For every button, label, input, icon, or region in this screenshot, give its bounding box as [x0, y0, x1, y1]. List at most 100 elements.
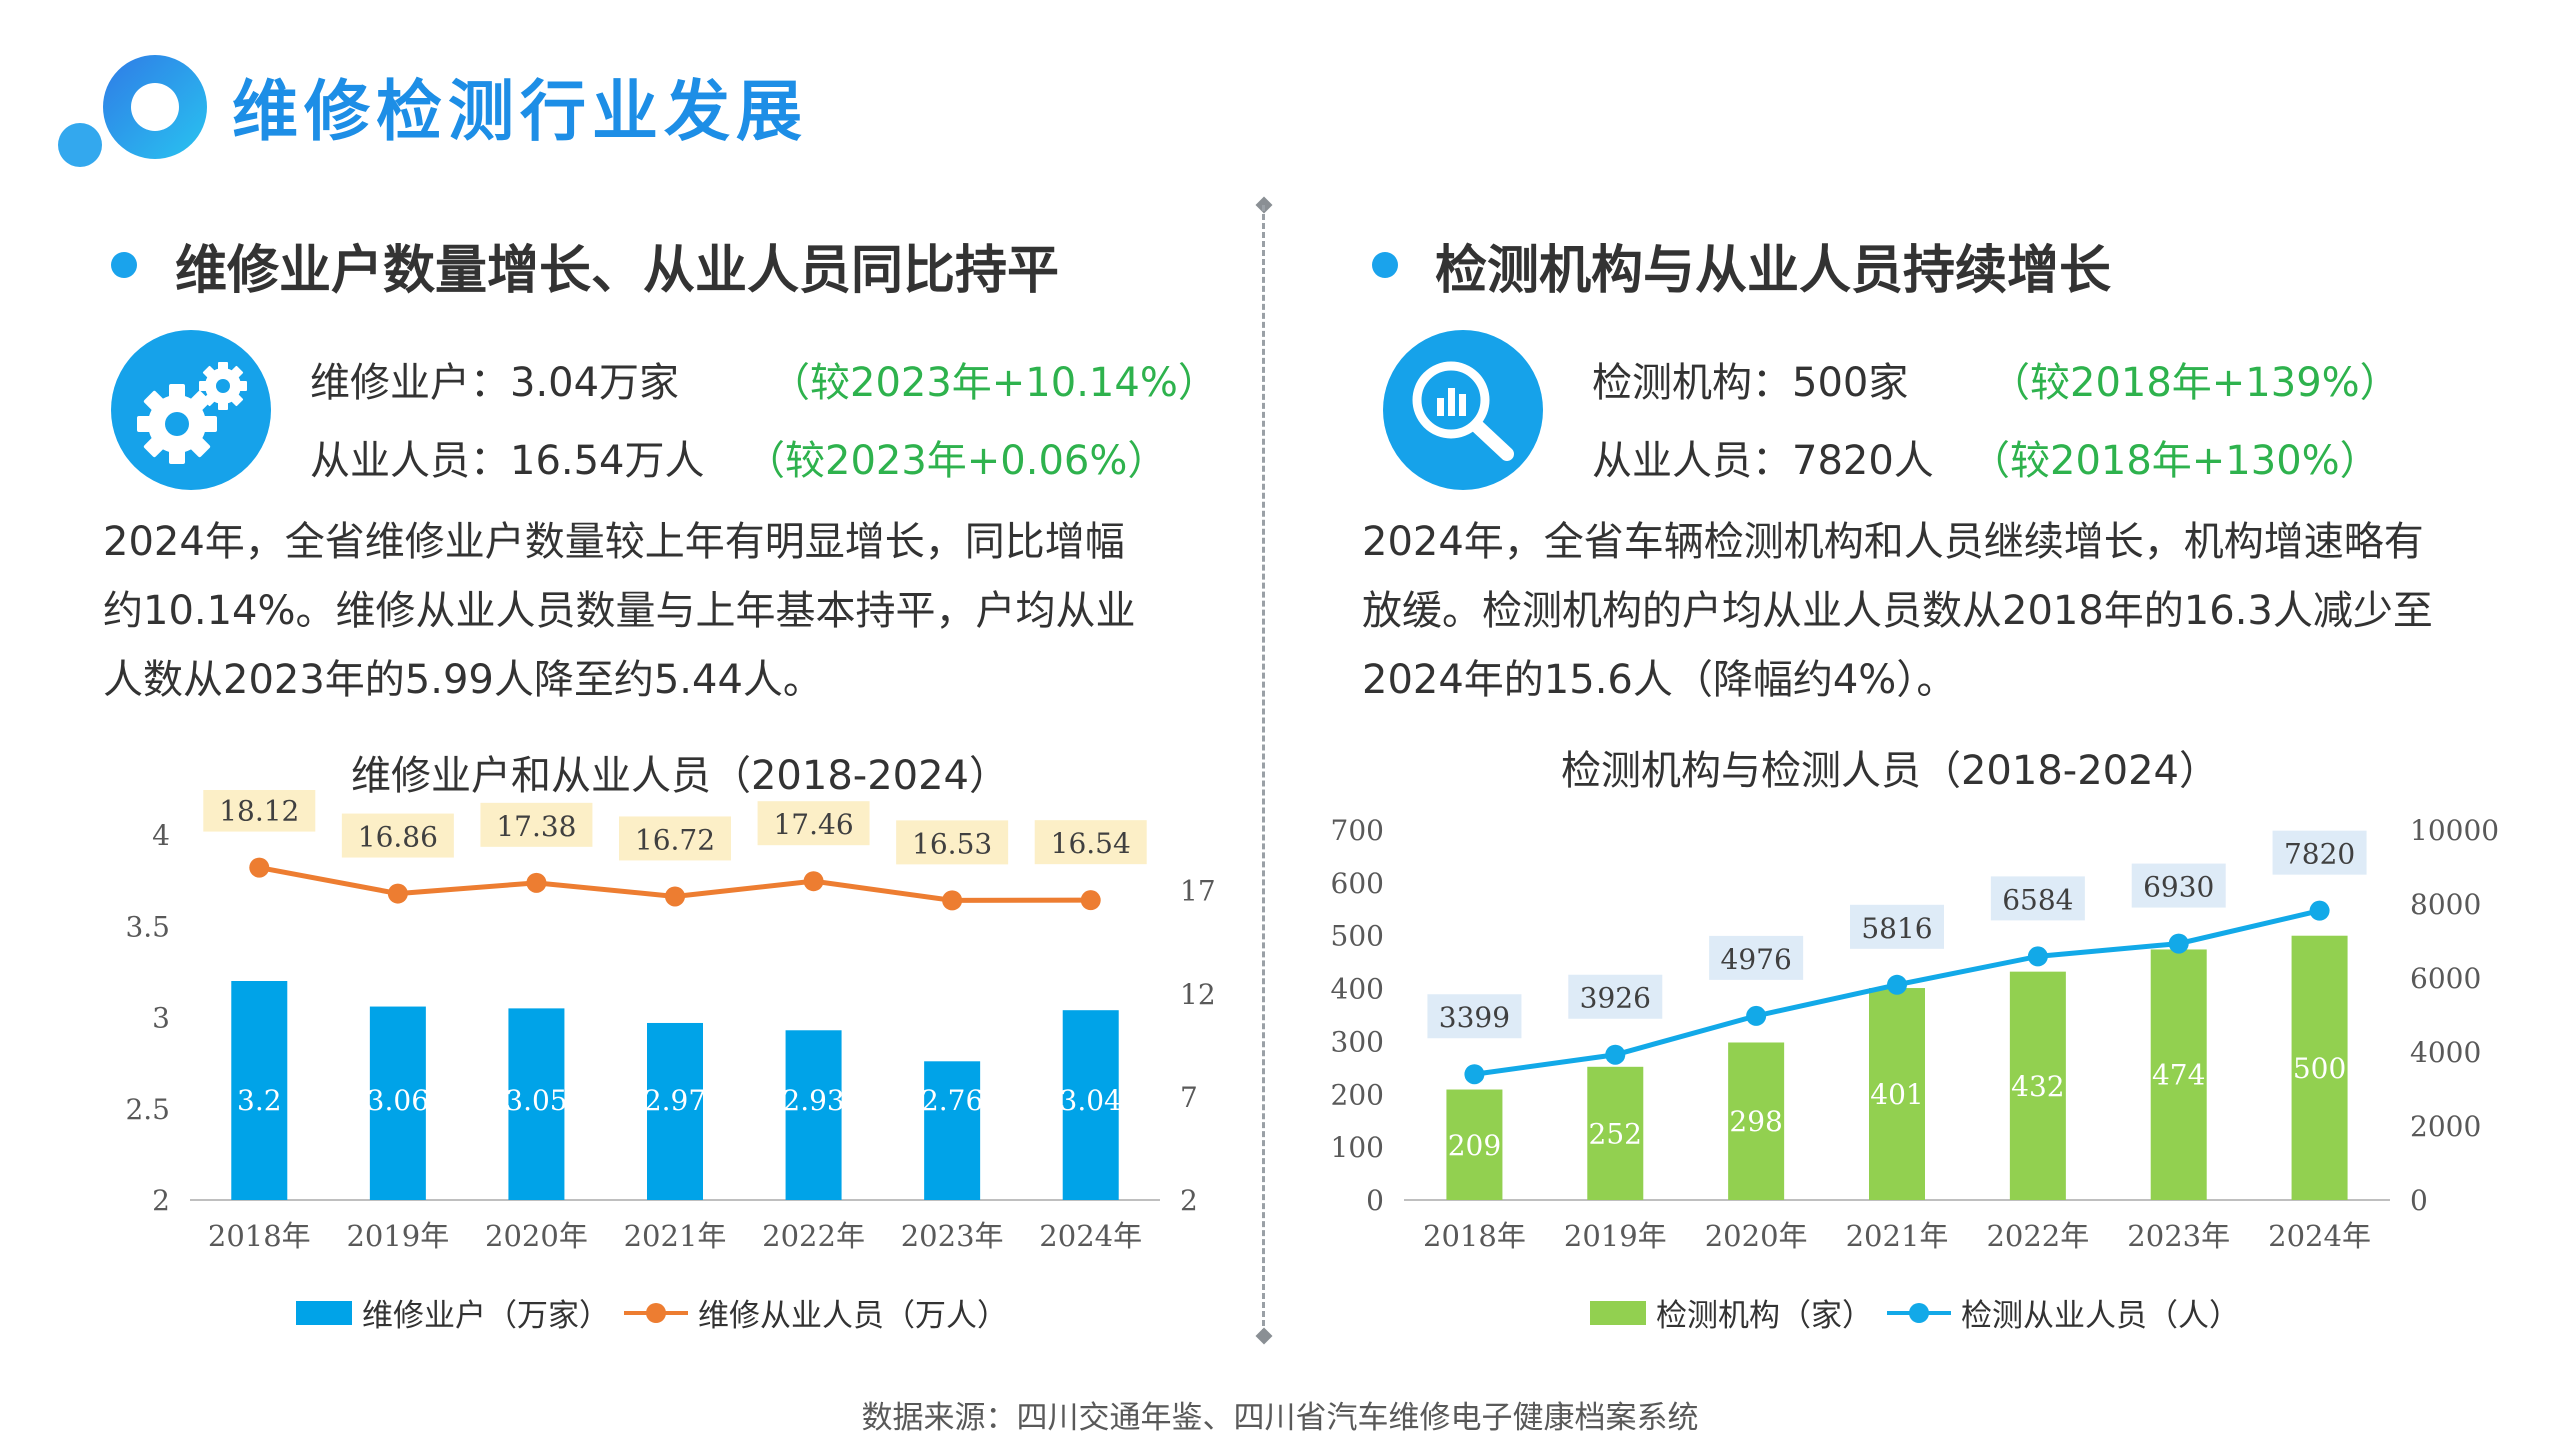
line-data-label: 16.54 — [1051, 827, 1131, 860]
bar — [231, 981, 288, 1200]
y-right-tick-label: 10000 — [2410, 814, 2499, 847]
line-label-background — [341, 813, 454, 858]
page-title: 维修检测行业发展 — [232, 73, 808, 150]
bar — [1446, 1089, 1503, 1200]
y-left-tick-label: 500 — [1331, 920, 1384, 953]
line-label-background — [1568, 974, 1663, 1019]
brand-logo — [58, 55, 207, 167]
line-point — [1464, 1064, 1485, 1085]
section-bullet — [1372, 252, 1398, 278]
bar — [647, 1022, 703, 1200]
bar — [1869, 988, 1925, 1200]
left-paragraph: 2024年，全省维修业户数量较上年有明显增长，同比增幅 约10.14%。维修从业… — [103, 508, 1136, 715]
line-point — [665, 886, 685, 907]
bar — [2009, 971, 2066, 1200]
line-label-background — [2131, 863, 2226, 908]
bar-data-label: 252 — [1589, 1117, 1642, 1150]
bar-data-label: 3.2 — [237, 1084, 282, 1117]
line-label-background — [1850, 904, 1944, 949]
x-tick-label: 2018年 — [1423, 1219, 1526, 1253]
right-stat-staff-change: （较2018年+130%） — [1970, 438, 2380, 484]
y-left-tick-label: 2 — [152, 1184, 170, 1217]
right-stat-institutions-change: （较2018年+139%） — [1990, 360, 2400, 406]
line-label-background — [1990, 876, 2085, 921]
line-point — [2027, 946, 2048, 967]
right-stat-institutions: 检测机构：500家 — [1592, 360, 1909, 406]
right-paragraph: 2024年，全省车辆检测机构和人员继续增长，机构增速略有 放缓。检测机构的户均从… — [1362, 508, 2433, 715]
legend-line-swatch — [1887, 1302, 1951, 1323]
y-left-tick-label: 200 — [1331, 1078, 1384, 1111]
y-right-tick-label: 0 — [2410, 1184, 2428, 1217]
data-source-note: 数据来源：四川交通年鉴、四川省汽车维修电子健康档案系统 — [861, 1400, 1699, 1436]
x-tick-label: 2019年 — [1564, 1219, 1667, 1253]
y-right-tick-label: 2000 — [2410, 1110, 2481, 1143]
left-stat-households: 维修业户：3.04万家 — [310, 360, 680, 406]
line-label-background — [1427, 994, 1522, 1039]
line-label-background — [203, 790, 316, 832]
right-chart-legend: 检测机构（家） 检测从业人员（人） — [1590, 1290, 2240, 1335]
bar-data-label: 500 — [2293, 1052, 2346, 1085]
divider-bottom-diamond — [1255, 1327, 1273, 1345]
line-label-background — [896, 820, 1009, 865]
y-right-tick-label: 7 — [1180, 1081, 1198, 1114]
left-section-title: 维修业户数量增长、从业人员同比持平 — [175, 241, 1060, 301]
legend-bar-swatch — [1590, 1300, 1646, 1325]
left-chart-title: 维修业户和从业人员（2018-2024） — [350, 753, 1010, 799]
right-chart: 0 100 200 300 400 500 600 700 0 2000 4000 6000 8000 1… — [1331, 814, 2500, 1253]
y-left-tick-label: 3.5 — [125, 910, 170, 943]
y-right-tick-label: 4000 — [2410, 1036, 2481, 1069]
x-tick-label: 2024年 — [1039, 1219, 1142, 1253]
bar-data-label: 298 — [1729, 1105, 1782, 1138]
bar — [508, 1008, 565, 1200]
legend-bar-label: 检测机构（家） — [1656, 1298, 1873, 1334]
left-stat-staff-change: （较2023年+0.06%） — [745, 438, 1168, 484]
y-left-tick-label: 3 — [152, 1002, 170, 1035]
left-paragraph-line: 约10.14%。维修从业人员数量与上年基本持平，户均从业 — [103, 588, 1136, 634]
line-point — [1887, 974, 1907, 995]
line-data-label: 3399 — [1439, 1001, 1510, 1034]
line-data-label: 6584 — [2002, 883, 2073, 916]
y-right-tick-label: 8000 — [2410, 888, 2481, 921]
left-chart-legend: 维修业户（万家） 维修从业人员（万人） — [296, 1290, 1008, 1335]
section-bullet — [111, 252, 137, 278]
y-left-tick-label: 600 — [1331, 867, 1384, 900]
y-left-tick-label: 300 — [1331, 1025, 1384, 1058]
legend-line-label: 检测从业人员（人） — [1961, 1298, 2240, 1334]
right-paragraph-line: 放缓。检测机构的户均从业人员数从2018年的16.3人减少至 — [1362, 588, 2433, 634]
line-point — [387, 883, 408, 904]
line-point — [1605, 1044, 1626, 1065]
x-tick-label: 2024年 — [2268, 1219, 2371, 1253]
x-tick-label: 2021年 — [1846, 1219, 1949, 1253]
left-paragraph-line: 2024年，全省维修业户数量较上年有明显增长，同比增幅 — [103, 519, 1125, 565]
y-right-tick-label: 2 — [1180, 1184, 1198, 1217]
legend-line-label: 维修从业人员（万人） — [698, 1298, 1008, 1334]
line-data-label: 4976 — [1721, 943, 1792, 976]
y-right-tick-label: 12 — [1180, 978, 1216, 1011]
bar-data-label: 2.97 — [644, 1084, 706, 1117]
line-data-label: 5816 — [1861, 912, 1932, 945]
right-paragraph-line: 2024年的15.6人（降幅约4%）。 — [1362, 657, 1957, 703]
column-divider — [1262, 205, 1265, 1335]
line-point — [942, 890, 963, 911]
line-point — [2168, 933, 2189, 954]
bar — [924, 1061, 981, 1200]
x-tick-label: 2023年 — [901, 1219, 1004, 1253]
line-point — [526, 872, 547, 893]
x-tick-label: 2021年 — [624, 1219, 727, 1253]
left-stat-staff: 从业人员：16.54万人 — [310, 438, 705, 484]
x-tick-label: 2018年 — [208, 1219, 311, 1253]
line-point — [1080, 890, 1101, 911]
right-paragraph-line: 2024年，全省车辆检测机构和人员继续增长，机构增速略有 — [1362, 519, 2424, 565]
legend-line-swatch — [624, 1302, 688, 1323]
bar-data-label: 3.06 — [367, 1084, 429, 1117]
left-paragraph-line: 人数从2023年的5.99人降至约5.44人。 — [103, 657, 823, 703]
line-point — [2309, 900, 2330, 921]
right-stat-staff: 从业人员：7820人 — [1592, 438, 1934, 484]
line-label-background — [1709, 935, 1804, 980]
legend-bar-swatch — [296, 1300, 352, 1325]
line-data-label: 18.12 — [219, 795, 299, 828]
y-left-tick-label: 4 — [152, 819, 170, 852]
y-left-tick-label: 400 — [1331, 973, 1384, 1006]
line-data-label: 17.38 — [496, 810, 576, 843]
bar-data-label: 209 — [1448, 1129, 1501, 1162]
